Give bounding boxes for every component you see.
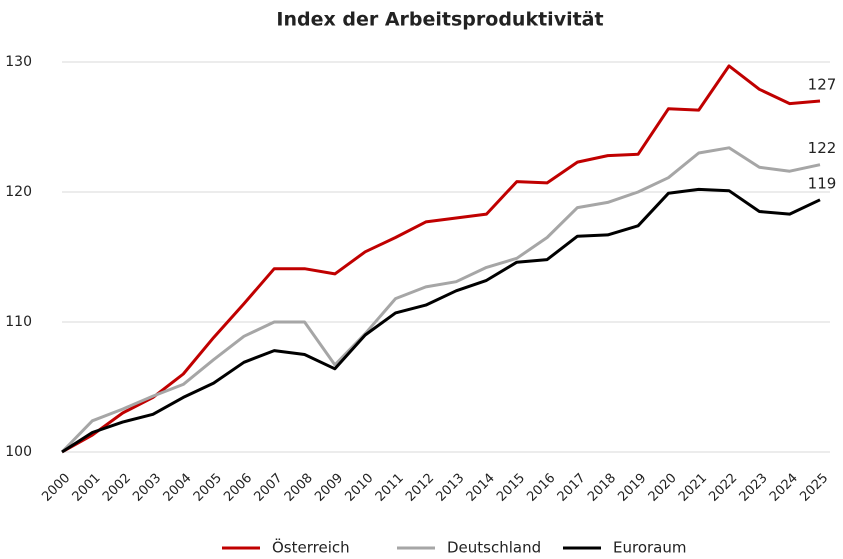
series-line — [61, 64, 821, 454]
end-label: 127 — [808, 76, 837, 94]
x-tick-label: 2009 — [312, 471, 346, 505]
legend-label: Deutschland — [447, 539, 541, 557]
x-tick-label: 2003 — [130, 471, 164, 505]
x-tick-label: 2013 — [433, 471, 467, 505]
x-tick-label: 2018 — [585, 471, 619, 505]
legend-label: Euroraum — [613, 539, 686, 557]
x-tick-label: 2025 — [797, 471, 831, 505]
x-tick-label: 2000 — [39, 471, 73, 505]
x-tick-label: 2020 — [646, 471, 680, 505]
y-tick-label: 120 — [5, 184, 32, 200]
end-label: 119 — [808, 174, 837, 192]
x-tick-label: 2016 — [524, 471, 558, 505]
x-tick-label: 2017 — [555, 471, 589, 505]
x-tick-label: 2019 — [615, 471, 649, 505]
end-label: 122 — [808, 139, 837, 157]
x-tick-label: 2008 — [282, 471, 316, 505]
x-tick-label: 2007 — [252, 471, 286, 505]
x-tick-label: 2021 — [676, 471, 710, 505]
x-tick-label: 2012 — [403, 471, 437, 505]
x-tick-label: 2024 — [767, 471, 801, 505]
x-tick-label: 2011 — [373, 471, 407, 505]
x-tick-label: 2015 — [494, 471, 528, 505]
x-tick-label: 2023 — [737, 471, 771, 505]
x-tick-label: 2005 — [191, 471, 225, 505]
x-tick-label: 2014 — [464, 471, 498, 505]
x-tick-label: 2022 — [706, 471, 740, 505]
x-tick-label: 2010 — [342, 471, 376, 505]
series-line — [60, 146, 821, 454]
legend-label: Österreich — [272, 538, 350, 557]
x-tick-label: 2002 — [100, 471, 134, 505]
x-tick-label: 2001 — [70, 471, 104, 505]
y-tick-label: 130 — [5, 54, 32, 70]
chart-title: Index der Arbeitsproduktivität — [276, 9, 603, 31]
x-tick-label: 2006 — [221, 471, 255, 505]
series-line — [61, 187, 821, 454]
y-tick-label: 100 — [5, 444, 32, 460]
y-tick-label: 110 — [5, 314, 32, 330]
x-tick-label: 2004 — [161, 471, 195, 505]
